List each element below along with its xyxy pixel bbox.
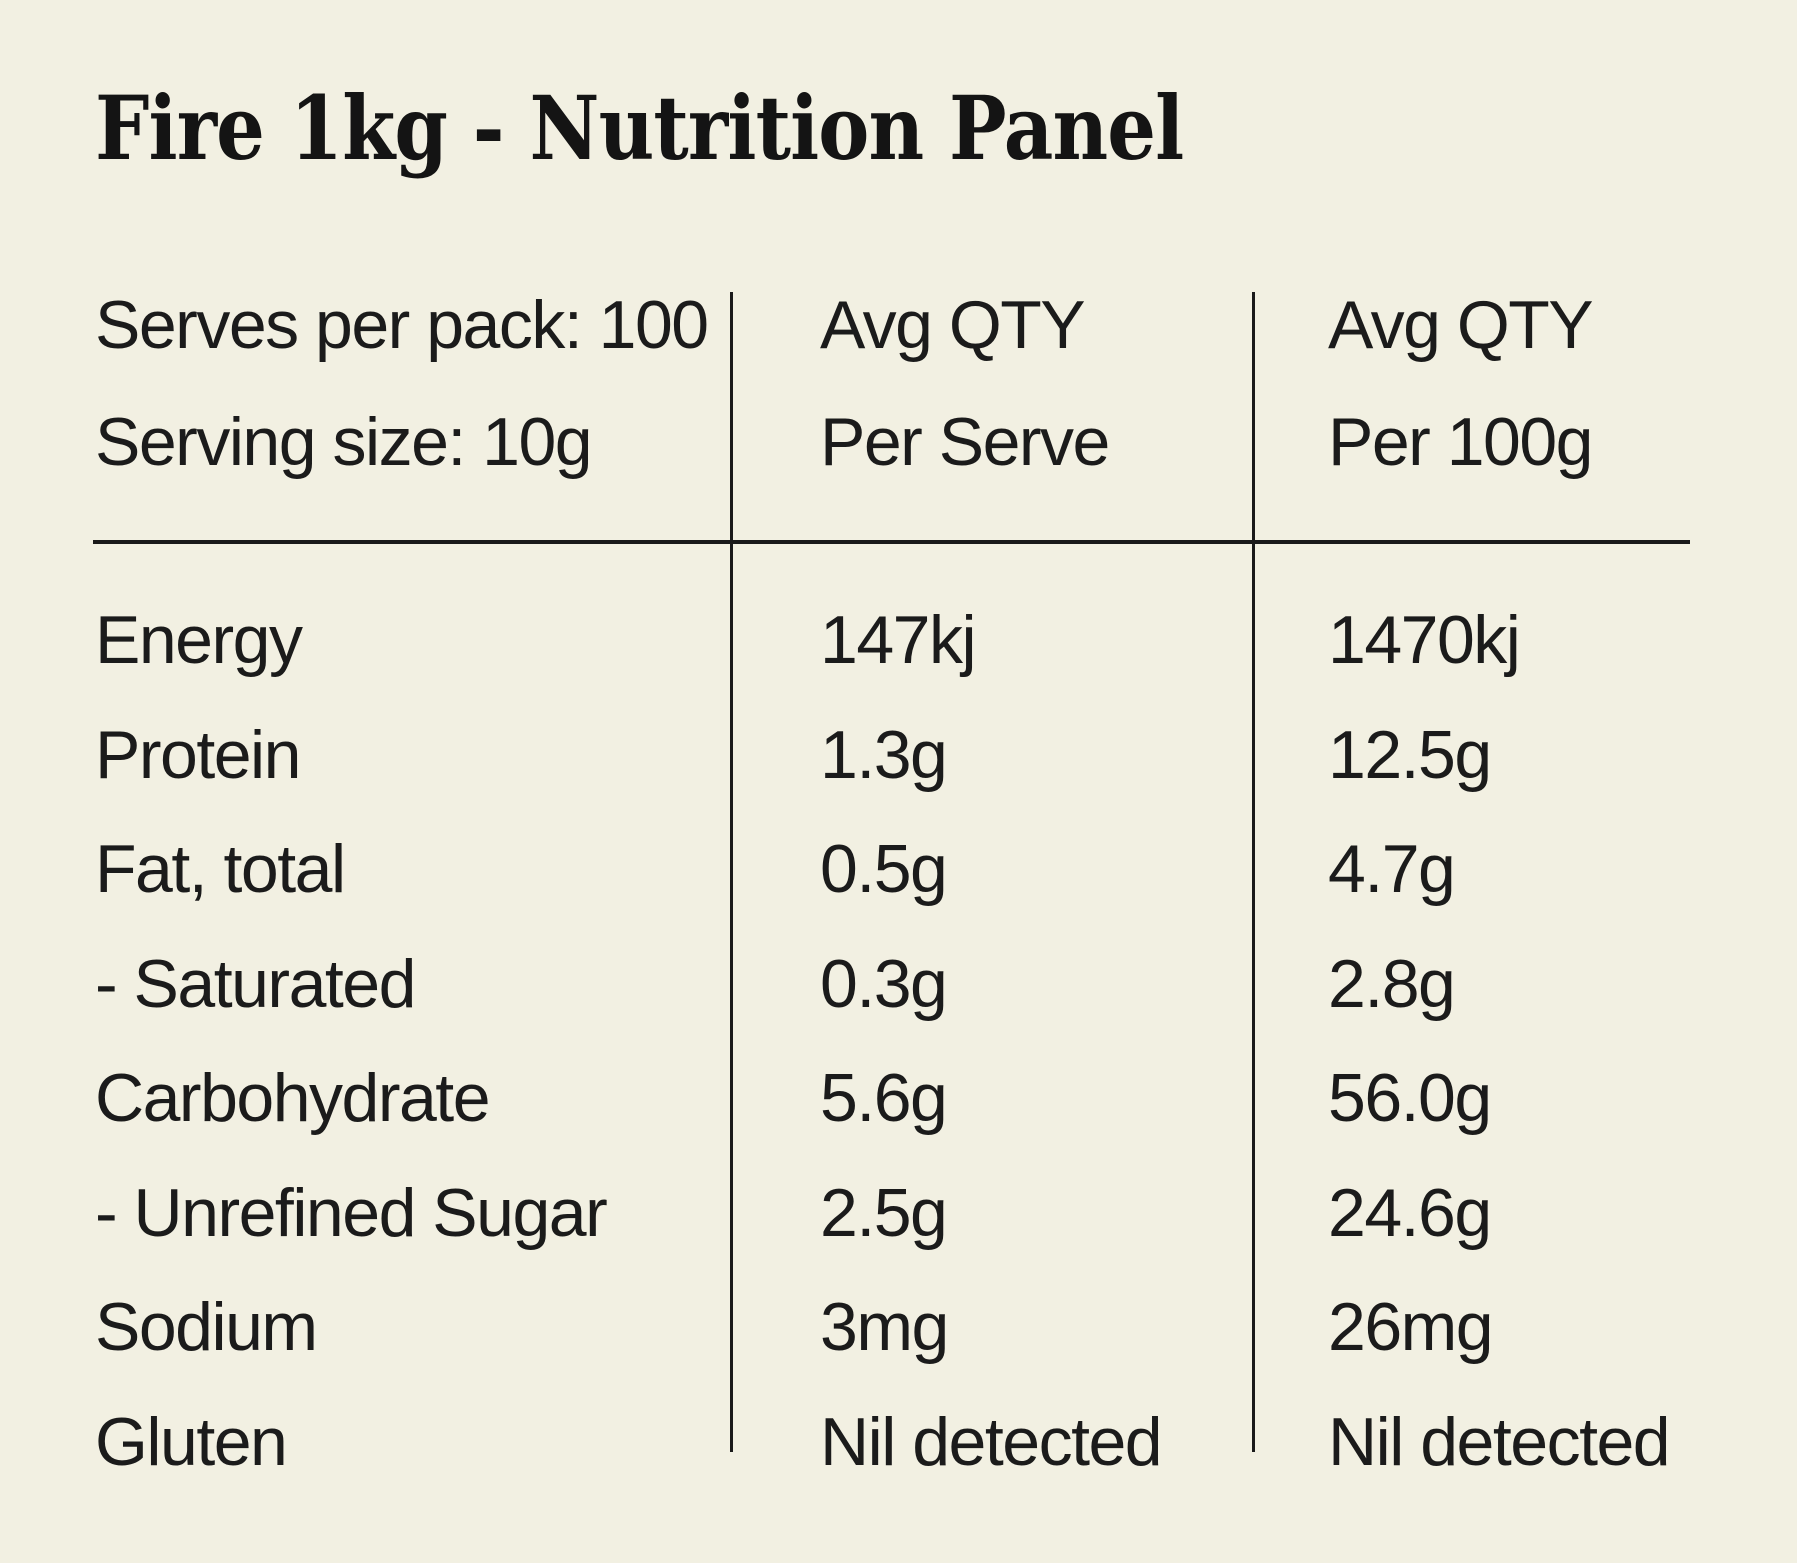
per-100g-value: 12.5g	[1328, 716, 1492, 793]
per-100g-value: 26mg	[1328, 1289, 1494, 1366]
per-serve-header-line2: Per Serve	[820, 403, 1110, 480]
nutrient-label: Energy	[95, 602, 303, 679]
table-header: Serves per pack: 100 Avg QTY Avg QTY Ser…	[95, 266, 1702, 500]
per-serve-value: 5.6g	[820, 1060, 948, 1137]
per-100g-header-line1: Avg QTY	[1328, 286, 1594, 363]
per-serve-value: Nil detected	[820, 1403, 1163, 1480]
per-100g-value: 24.6g	[1328, 1174, 1492, 1251]
nutrient-label: Protein	[95, 716, 301, 793]
table-body: Energy 147kj 1470kj Protein 1.3g 12.5g F…	[95, 583, 1702, 1499]
header-divider-rule	[93, 540, 1690, 544]
per-100g-value: 1470kj	[1328, 602, 1521, 679]
per-100g-header-line2: Per 100g	[1328, 403, 1593, 480]
nutrient-label: - Unrefined Sugar	[95, 1174, 608, 1251]
serves-per-pack-label: Serves per pack: 100	[95, 286, 709, 363]
per-100g-value: 4.7g	[1328, 831, 1456, 908]
nutrient-label: Carbohydrate	[95, 1060, 491, 1137]
page-title: Fire 1kg - Nutrition Panel	[95, 76, 1184, 180]
per-100g-value: Nil detected	[1328, 1403, 1671, 1480]
nutrient-label: Gluten	[95, 1403, 288, 1480]
column-divider-1	[730, 292, 733, 1452]
per-serve-value: 1.3g	[820, 716, 948, 793]
nutrient-label: Fat, total	[95, 831, 346, 908]
per-serve-value: 2.5g	[820, 1174, 948, 1251]
per-100g-value: 56.0g	[1328, 1060, 1492, 1137]
per-serve-value: 3mg	[820, 1289, 949, 1366]
nutrient-label: Sodium	[95, 1289, 318, 1366]
per-serve-value: 0.5g	[820, 831, 948, 908]
column-divider-2	[1252, 292, 1255, 1452]
per-100g-value: 2.8g	[1328, 945, 1456, 1022]
serving-size-label: Serving size: 10g	[95, 403, 593, 480]
per-serve-value: 0.3g	[820, 945, 948, 1022]
per-serve-value: 147kj	[820, 602, 977, 679]
nutrient-label: - Saturated	[95, 945, 416, 1022]
per-serve-header-line1: Avg QTY	[820, 286, 1086, 363]
